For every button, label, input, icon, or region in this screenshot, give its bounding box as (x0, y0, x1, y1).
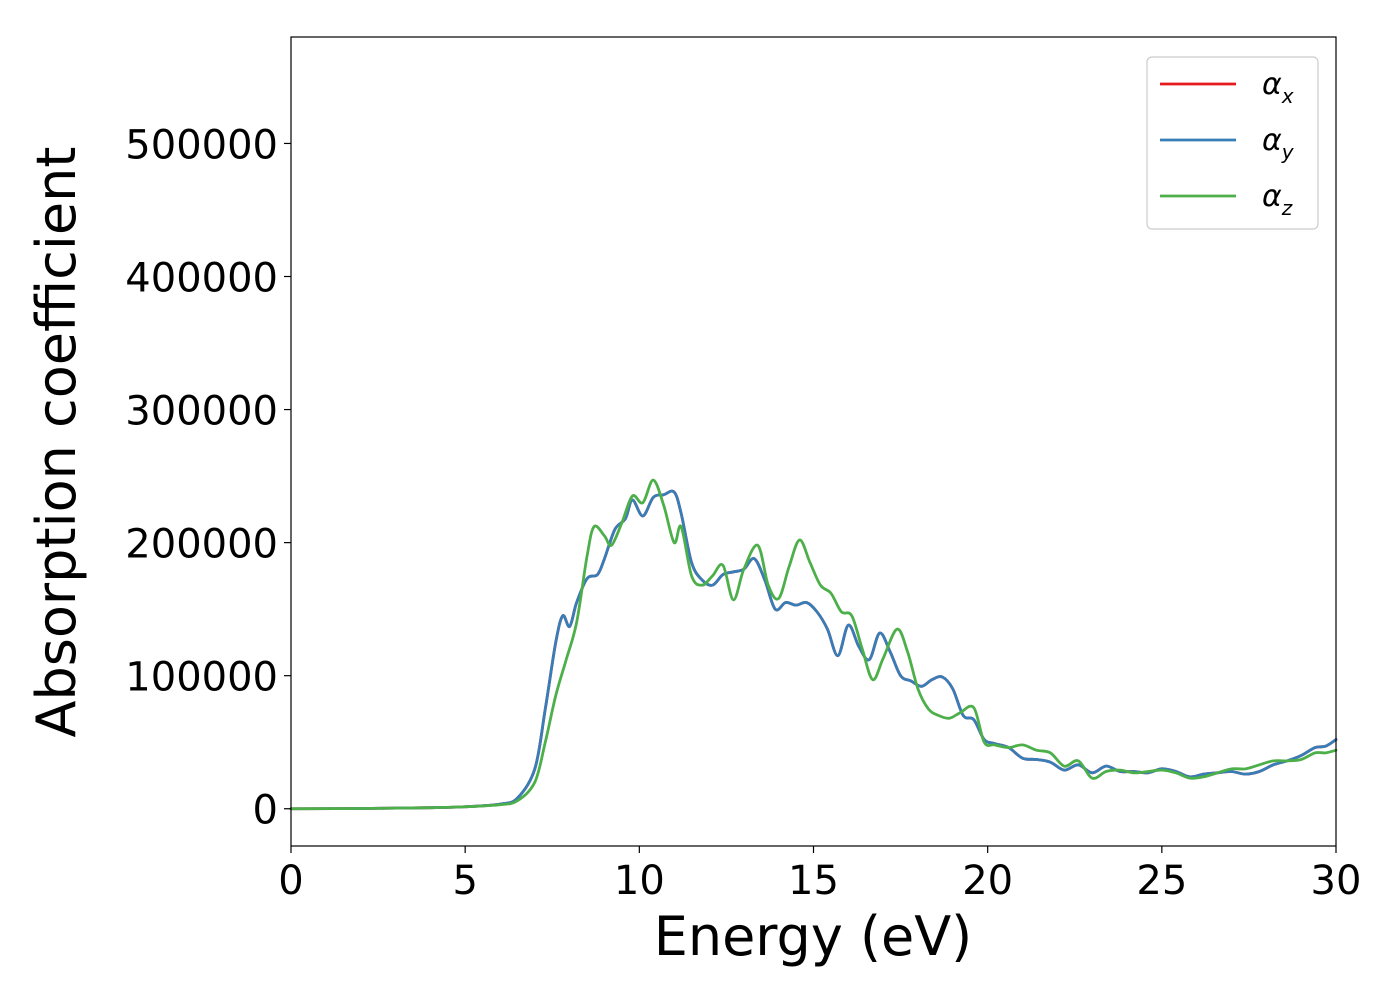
y-tick-label: 100000 (125, 655, 278, 701)
legend-label-x: αx (1262, 67, 1294, 108)
legend: αx αy αz (1146, 56, 1319, 230)
x-tick-label: 20 (962, 858, 1013, 904)
y-tick-label: 400000 (125, 256, 278, 302)
y-tick-label: 500000 (125, 122, 278, 168)
series-layer (289, 478, 1338, 811)
y-tick-label: 200000 (125, 522, 278, 568)
y-axis-title: Absorption coefficient (25, 147, 88, 738)
series-line-z (289, 478, 1338, 811)
x-tick-label: 30 (1311, 858, 1362, 904)
x-tick-label: 0 (278, 858, 303, 904)
legend-entries: αx αy αz (1160, 67, 1295, 220)
legend-frame (1146, 56, 1319, 230)
x-tick-label: 25 (1136, 858, 1187, 904)
x-tick-label: 5 (452, 858, 477, 904)
x-axis: 0 5 10 15 20 25 30 (278, 846, 1361, 904)
x-tick-label: 15 (788, 858, 839, 904)
x-axis-title: Energy (eV) (654, 905, 973, 968)
y-axis: 0 100000 200000 300000 400000 500000 (125, 122, 291, 834)
y-tick-label: 0 (253, 788, 278, 834)
x-tick-label: 10 (614, 858, 665, 904)
legend-label-z: αz (1262, 179, 1293, 220)
y-tick-label: 300000 (125, 389, 278, 435)
legend-label-y: αy (1262, 123, 1295, 164)
